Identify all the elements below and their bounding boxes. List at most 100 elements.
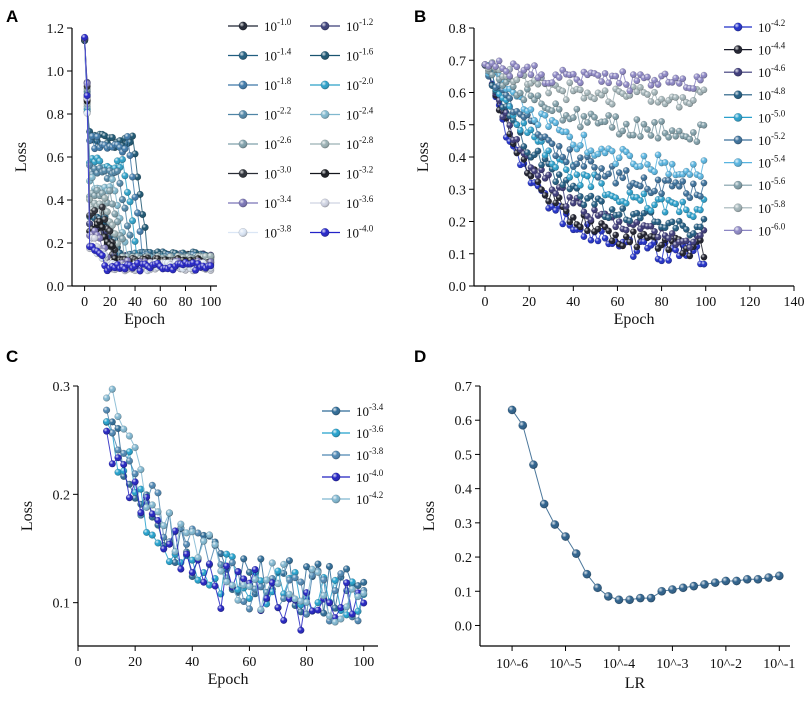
panel-b-data-point-shade xyxy=(630,228,637,235)
panel-a-data-point-shade xyxy=(207,262,215,270)
panel-b-data-point-shade xyxy=(591,164,598,171)
panel-c-data-point-shade xyxy=(297,626,305,634)
panel-a-data-point-shade xyxy=(103,175,111,182)
panel-b-data-point-shade xyxy=(676,127,683,135)
panel-a-legend-label: 10-2.4 xyxy=(346,106,374,123)
panel-b-data-point-shade xyxy=(563,128,570,135)
panel-b-legend-marker-shade xyxy=(733,135,743,145)
panel-b-data-point-shade xyxy=(672,224,679,232)
panel-b-data-point-shade xyxy=(605,214,612,221)
panel-c-data-point-shade xyxy=(160,522,168,530)
panel-b-data-point-shade xyxy=(630,71,637,78)
panel-c-series-1 xyxy=(102,418,368,619)
panel-b-data-point-shade xyxy=(605,170,612,178)
panel-a-legend-marker-shade xyxy=(320,228,330,237)
panel-c-y-tick-label: 0.2 xyxy=(53,488,71,503)
panel-c-data-point-shade xyxy=(268,579,276,587)
panel-b-data-point-shade xyxy=(686,135,694,143)
panel-c-data-point-shade xyxy=(211,582,219,590)
panel-b-data-point-shade xyxy=(545,171,552,179)
panel-b-data-point-shade xyxy=(654,151,662,159)
panel-c-data-point-shade xyxy=(320,576,328,584)
panel-b-data-point-shade xyxy=(637,163,644,170)
panel-a-legend-marker-shade xyxy=(320,51,330,60)
panel-b-data-point-shade xyxy=(616,211,623,218)
panel-a-legend-marker-shade xyxy=(320,110,330,119)
panel-c-data-point-shade xyxy=(303,563,310,571)
panel-b-data-point-shade xyxy=(630,131,637,139)
panel-d-y-tick-label: 0.6 xyxy=(455,414,473,429)
panel-b-data-point-shade xyxy=(608,147,616,155)
panel-b-data-point-shade xyxy=(598,180,605,187)
panel-d-data-point-shade xyxy=(529,460,538,469)
panel-b-x-tick-label: 60 xyxy=(610,295,624,310)
panel-b-data-point-shade xyxy=(566,174,573,181)
panel-a-x-tick-label: 80 xyxy=(178,295,192,310)
panel-a-y-tick-label: 0.8 xyxy=(47,108,65,123)
panel-b-data-point-shade xyxy=(697,193,704,200)
panel-b-data-point-shade xyxy=(584,227,591,234)
panel-b-x-tick-label: 100 xyxy=(695,295,716,310)
panel-b-letter: B xyxy=(414,7,426,26)
panel-b-data-point-shade xyxy=(683,226,690,233)
panel-b-data-point-shade xyxy=(580,113,588,120)
panel-b-x-axis-label: Epoch xyxy=(614,311,655,328)
panel-a-data-point-shade xyxy=(101,194,109,202)
panel-d-y-tick-label: 0.5 xyxy=(455,448,473,463)
panel-d-data-point-shade xyxy=(700,580,709,589)
panel-b-data-point-shade xyxy=(598,91,605,99)
panel-c-data-point-shade xyxy=(343,565,350,573)
panel-b-data-point-shade xyxy=(563,207,570,215)
panel-a-letter: A xyxy=(6,7,18,26)
panel-d-y-tick-label: 0.0 xyxy=(455,619,473,634)
panel-b-data-point-shade xyxy=(654,135,662,142)
panel-a-data-point-shade xyxy=(134,173,141,181)
panel-b-data-point-shade xyxy=(647,132,655,139)
panel-b-data-point-shade xyxy=(668,230,676,237)
panel-a-data-point-shade xyxy=(108,242,116,250)
panel-d-y-tick-label: 0.2 xyxy=(455,551,473,566)
panel-c-data-point-shade xyxy=(217,567,225,575)
panel-a-data-point-shade xyxy=(116,179,124,187)
panel-b-data-point-shade xyxy=(679,178,686,185)
panel-a-legend-label: 10-4.0 xyxy=(346,224,374,241)
panel-b-data-point-shade xyxy=(559,117,566,124)
panel-b-data-point-shade xyxy=(623,81,630,88)
panel-d-data-point-shade xyxy=(775,571,784,581)
panel-b-data-point-shade xyxy=(651,89,658,96)
panel-c-letter: C xyxy=(6,347,18,366)
panel-c-data-point-shade xyxy=(291,569,299,576)
panel-a-legend-item: 10-1.4 xyxy=(228,47,292,64)
panel-b-data-point-shade xyxy=(644,73,651,81)
panel-d-x-tick-label: 10^-2 xyxy=(710,657,742,672)
panel-b-data-point-shade xyxy=(527,106,535,113)
panel-c-x-tick-label: 40 xyxy=(185,655,199,670)
panel-b-data-point-shade xyxy=(587,237,595,244)
panel-c-data-point-shade xyxy=(240,598,248,605)
panel-b-data-point-shade xyxy=(683,190,690,197)
panel-b-data-point-shade xyxy=(584,89,591,97)
panel-b-data-point-shade xyxy=(651,228,658,235)
panel-c-chart: 0.1 0.2 0.3 0 20 40 60 80 100 Epoch Loss 10-3.4 10-3… xyxy=(19,380,384,688)
panel-c-data-point-shade xyxy=(114,425,122,432)
panel-b-data-point-shade xyxy=(690,129,697,136)
panel-c-legend-marker-shade xyxy=(331,450,341,460)
panel-d-data-point-shade xyxy=(753,575,763,584)
panel-b-data-point-shade xyxy=(573,171,581,178)
panel-c-data-point-shade xyxy=(308,607,316,615)
panel-c-data-point-shade xyxy=(320,609,328,617)
panel-b-legend-marker-shade xyxy=(733,22,743,32)
panel-a-legend-marker-shade xyxy=(320,21,330,31)
panel-b-data-point-shade xyxy=(541,192,549,199)
panel-a-series-15 xyxy=(81,33,215,275)
panel-b-data-point-shade xyxy=(665,235,672,242)
panel-c-data-point-shade xyxy=(234,586,242,594)
panel-b-data-point-shade xyxy=(552,199,559,207)
panel-c-data-point-shade xyxy=(120,461,128,468)
panel-c-data-point-shade xyxy=(348,610,356,618)
panel-b-data-point-shade xyxy=(623,120,630,128)
panel-b-data-point-shade xyxy=(654,233,662,241)
panel-a-data-point-shade xyxy=(119,196,126,203)
panel-a-data-point-shade xyxy=(111,187,119,195)
